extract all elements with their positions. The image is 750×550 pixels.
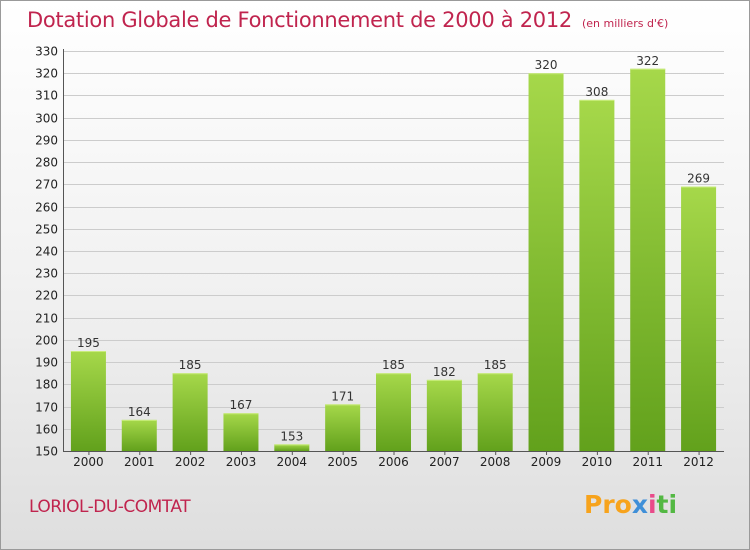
- data-label: 195: [77, 336, 100, 350]
- commune-name: LORIOL-DU-COMTAT: [29, 497, 191, 517]
- x-tick-label: 2010: [582, 455, 613, 469]
- y-tick-label: 230: [35, 267, 58, 281]
- data-label: 185: [179, 358, 202, 372]
- bar: [376, 373, 411, 451]
- y-tick-label: 200: [35, 334, 58, 348]
- bar: [223, 413, 259, 451]
- x-tick-label: 2002: [175, 455, 206, 469]
- data-label: 171: [331, 389, 354, 403]
- data-label: 269: [687, 172, 710, 186]
- data-label: 322: [636, 54, 659, 68]
- data-label: 182: [433, 365, 456, 379]
- x-tick-label: 2007: [429, 455, 460, 469]
- y-tick-label: 170: [35, 401, 58, 415]
- y-tick-label: 250: [35, 223, 58, 237]
- data-label: 185: [382, 358, 405, 372]
- data-label: 185: [484, 358, 507, 372]
- data-label: 164: [128, 405, 151, 419]
- bar: [477, 373, 513, 451]
- bar: [528, 73, 564, 451]
- y-tick-label: 280: [35, 156, 58, 170]
- x-tick-label: 2006: [378, 455, 409, 469]
- y-tick-label: 330: [35, 45, 58, 59]
- bars: [70, 68, 717, 452]
- proxiti-logo: Proxiti: [584, 490, 677, 519]
- x-tick-label: 2003: [226, 455, 257, 469]
- chart-title: Dotation Globale de Fonctionnement de 20…: [27, 8, 668, 32]
- x-tick-label: 2011: [632, 455, 663, 469]
- bar: [70, 351, 106, 451]
- bar: [630, 68, 666, 452]
- chart-unit: (en milliers d'€): [581, 17, 669, 30]
- x-tick-labels: 2000 2001 2002 2003 2004 2005 2006 2007 2008 2009…: [73, 455, 714, 469]
- logo-part: Pro: [584, 490, 632, 519]
- axes: [63, 49, 724, 455]
- logo-part: ti: [656, 490, 678, 519]
- bar: [426, 379, 462, 451]
- y-tick-labels: 150 160 170 180 190 200 210 220 230 240 250 260 270 2…: [35, 45, 58, 459]
- y-tick-label: 290: [35, 134, 58, 148]
- x-tick-label: 2000: [73, 455, 104, 469]
- data-labels: 195 164 185 167 153 171 185 182 185 320 308 322 269: [77, 54, 710, 444]
- chart-title-text: Dotation Globale de Fonctionnement de 20…: [27, 8, 572, 32]
- bar: [325, 404, 361, 451]
- x-tick-label: 2009: [531, 455, 562, 469]
- x-tick-label: 2005: [327, 455, 358, 469]
- bar: [172, 373, 208, 451]
- data-label: 320: [535, 58, 558, 72]
- bar: [681, 186, 717, 452]
- y-tick-label: 190: [35, 356, 58, 370]
- y-tick-label: 260: [35, 201, 58, 215]
- y-tick-label: 320: [35, 67, 58, 81]
- bar: [579, 99, 615, 451]
- bar: [121, 419, 157, 451]
- logo-part: i: [647, 490, 657, 519]
- data-label: 308: [585, 85, 608, 99]
- x-tick-label: 2001: [124, 455, 155, 469]
- y-tick-label: 150: [35, 445, 58, 459]
- y-tick-label: 210: [35, 312, 58, 326]
- y-tick-label: 240: [35, 245, 58, 259]
- x-tick-label: 2004: [277, 455, 308, 469]
- logo-part: x: [631, 490, 648, 519]
- x-tick-label: 2008: [480, 455, 511, 469]
- data-label: 153: [280, 429, 303, 443]
- data-label: 167: [230, 398, 253, 412]
- y-tick-label: 180: [35, 378, 58, 392]
- x-tick-label: 2012: [683, 455, 714, 469]
- y-tick-label: 310: [35, 89, 58, 103]
- grid-lines: [63, 51, 724, 430]
- y-tick-label: 270: [35, 178, 58, 192]
- bar: [274, 444, 310, 451]
- y-tick-label: 220: [35, 289, 58, 303]
- y-tick-label: 300: [35, 112, 58, 126]
- y-tick-label: 160: [35, 423, 58, 437]
